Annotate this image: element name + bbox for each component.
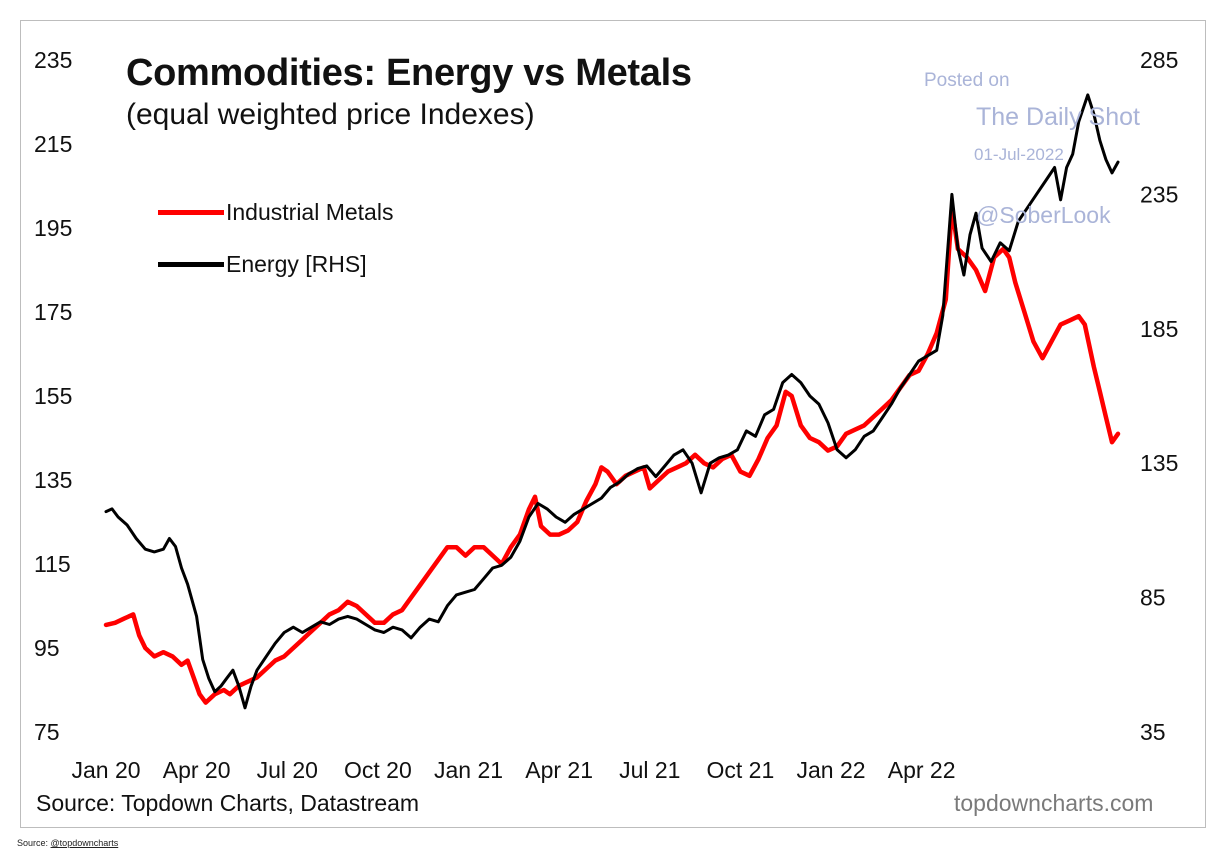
y-left-tick-label: 235 [34,47,72,73]
series-line-industrial-metals [103,204,1121,705]
footer-source-label: Source: [17,838,49,848]
y-right-tick-label: 185 [1140,316,1178,342]
watermark-date: 01-Jul-2022 [974,145,1064,164]
y-left-tick-label: 135 [34,467,72,493]
y-left-tick-label: 155 [34,383,72,409]
y-left-tick-label: 115 [34,551,71,577]
chart-source: Source: Topdown Charts, Datastream [36,790,420,816]
x-tick-label: Jul 21 [619,757,680,783]
y-left-tick-label: 75 [34,719,60,745]
x-tick-label: Oct 21 [707,757,775,783]
x-tick-label: Oct 20 [344,757,412,783]
x-tick-label: Apr 22 [888,757,956,783]
x-tick-label: Apr 20 [163,757,231,783]
x-tick-label: Jan 21 [434,757,503,783]
y-left-tick-label: 215 [34,131,72,157]
y-right-tick-label: 135 [1140,450,1178,476]
y-right-tick-label: 235 [1140,181,1178,207]
watermark-publication: The Daily Shot [976,103,1140,131]
footer-source: Source: @topdowncharts [17,838,118,848]
legend-swatch-industrial-metals [158,209,224,215]
legend-label-energy: Energy [RHS] [226,250,367,277]
series-line-energy [104,93,1120,710]
watermark-posted-on: Posted on [924,70,1010,91]
watermark-handle: @SoberLook [976,202,1111,228]
chart-brand: topdowncharts.com [954,790,1154,816]
legend-label-industrial-metals: Industrial Metals [226,198,394,225]
x-tick-label: Apr 21 [525,757,593,783]
y-left-tick-label: 95 [34,635,60,661]
y-left-tick-label: 175 [34,299,72,325]
y-right-tick-label: 35 [1140,719,1166,745]
chart-subtitle: (equal weighted price Indexes) [126,98,535,131]
legend-item-industrial-metals: Industrial Metals [158,197,393,227]
x-tick-label: Jul 20 [257,757,318,783]
y-left-tick-label: 195 [34,215,72,241]
footer-source-link[interactable]: @topdowncharts [50,838,119,848]
legend-swatch-energy [158,261,224,267]
x-tick-label: Jan 20 [71,757,140,783]
chart-title: Commodities: Energy vs Metals [126,52,692,94]
y-right-tick-label: 85 [1140,585,1166,611]
legend-item-energy: Energy [RHS] [158,249,367,279]
y-right-tick-label: 285 [1140,47,1178,73]
x-tick-label: Jan 22 [796,757,865,783]
